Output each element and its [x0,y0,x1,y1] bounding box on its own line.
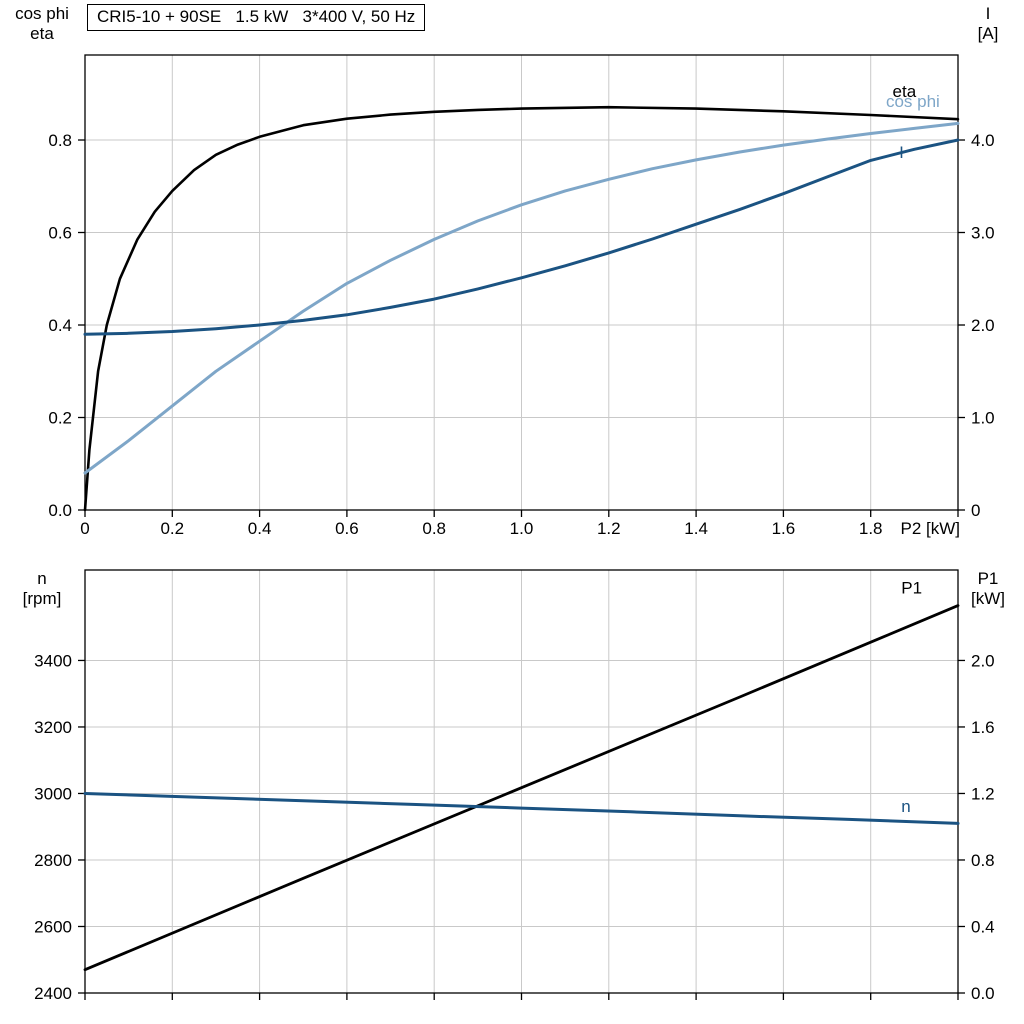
tick-label: 4.0 [971,131,995,150]
tick-label: 3000 [34,784,72,803]
axis-title-line: I [985,4,991,23]
tick-label: 0.8 [971,851,995,870]
tick-label: 3.0 [971,224,995,243]
axis-title-line: eta [30,24,54,43]
tick-label: 2.0 [971,651,995,670]
tick-label: 0.8 [422,519,446,538]
series-label-input-power: P1 [901,578,922,597]
tick-label: 0.6 [335,519,359,538]
tick-label: 2.0 [971,316,995,335]
tick-label: 0.4 [48,316,72,335]
bottom-left-axis-title: n [rpm] [0,569,84,609]
tick-label: 1.8 [859,519,883,538]
axis-title-line: cos phi [15,4,69,23]
tick-label: 1.2 [597,519,621,538]
axis-title-line: [rpm] [22,589,62,608]
bottom-right-axis-title: P1 [kW] [954,569,1022,609]
tick-label: 1.4 [684,519,708,538]
series-label-speed: n [901,797,910,816]
series-speed [83,792,960,825]
tick-label: 1.2 [971,784,995,803]
top-right-axis-title: I [A] [954,4,1022,44]
series-label-eta: eta [893,82,917,101]
axis-title-line: [A] [977,24,999,43]
tick-label: 3200 [34,718,72,737]
tick-label: 0.0 [971,984,995,1003]
tick-label: 1.6 [772,519,796,538]
title-box: CRI5-10 + 90SE 1.5 kW 3*400 V, 50 Hz [87,4,426,31]
tick-label: 3400 [34,651,72,670]
x-axis-unit-label: P2 [kW] [900,519,960,538]
axis-title-line: n [37,569,47,588]
tick-label: 0.2 [160,519,184,538]
tick-label: 2800 [34,851,72,870]
axis-title-line: [kW] [971,589,1005,608]
tick-label: 0 [80,519,89,538]
tick-label: 2600 [34,917,72,936]
series-label-cos-phi: cos phi [886,92,940,111]
series-eta [83,105,960,512]
series-input-power [83,604,960,972]
tick-label: 0.2 [48,409,72,428]
tick-label: 1.6 [971,718,995,737]
tick-label: 0.6 [48,224,72,243]
tick-label: 0.8 [48,131,72,150]
series-current [83,138,960,336]
tick-label: 2400 [34,984,72,1003]
tick-label: 0 [971,501,980,520]
top-left-axis-title: cos phi eta [0,4,84,44]
axis-title-line: P1 [977,569,999,588]
tick-label: 1.0 [971,409,995,428]
tick-label: 0.4 [971,917,995,936]
tick-label: 0.4 [248,519,272,538]
series-label-current: I [899,143,904,162]
tick-label: 0.0 [48,501,72,520]
tick-label: 1.0 [510,519,534,538]
series-cos-phi [83,121,960,475]
